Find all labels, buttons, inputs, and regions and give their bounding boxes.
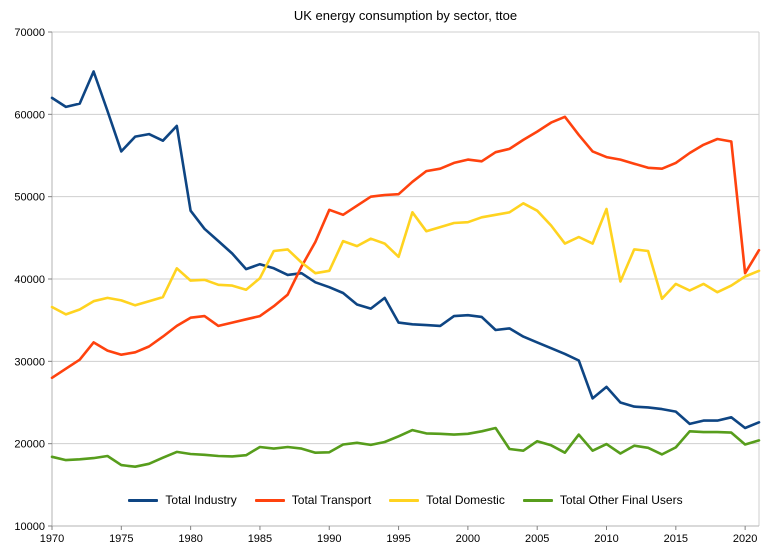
legend-item-total-domestic: Total Domestic	[389, 493, 505, 507]
legend-label: Total Domestic	[426, 493, 505, 507]
x-tick-label-1985: 1985	[248, 533, 272, 545]
legend-item-total-transport: Total Transport	[254, 493, 372, 507]
x-tick-label-2015: 2015	[664, 533, 688, 545]
x-tick-label-2005: 2005	[525, 533, 549, 545]
x-tick-label-1970: 1970	[40, 533, 64, 545]
legend-label: Total Other Final Users	[559, 493, 683, 507]
legend-swatch-icon	[128, 498, 159, 502]
legend-swatch-icon	[254, 498, 285, 502]
y-tick-label-40000: 40000	[14, 274, 45, 286]
legend-label: Total Transport	[291, 493, 372, 507]
chart-title: UK energy consumption by sector, ttoe	[293, 8, 518, 23]
series-line-total-domestic	[50, 202, 761, 316]
legend-label: Total Industry	[165, 493, 237, 507]
x-tick-label-1980: 1980	[178, 533, 202, 545]
y-tick-label-20000: 20000	[14, 439, 45, 451]
chart-legend: Total Industry Total Transport Total Domes…	[52, 493, 759, 507]
x-tick-label-1990: 1990	[317, 533, 341, 545]
series-line-total-other-final-users	[50, 426, 761, 469]
x-tick-label-2020: 2020	[733, 533, 757, 545]
series-line-total-transport	[50, 115, 761, 380]
legend-item-total-industry: Total Industry	[128, 493, 237, 507]
legend-swatch-icon	[522, 498, 553, 502]
x-tick-label-1995: 1995	[386, 533, 410, 545]
y-tick-label-50000: 50000	[14, 192, 45, 204]
y-tick-label-60000: 60000	[14, 109, 45, 121]
y-tick-label-70000: 70000	[14, 27, 45, 39]
x-tick-label-2010: 2010	[594, 533, 618, 545]
series-line-total-industry	[50, 70, 761, 430]
legend-item-total-other-final-users: Total Other Final Users	[522, 493, 683, 507]
y-tick-label-30000: 30000	[14, 356, 45, 368]
legend-swatch-icon	[389, 498, 420, 502]
x-tick-label-2000: 2000	[456, 533, 480, 545]
x-tick-label-1975: 1975	[109, 533, 133, 545]
y-tick-label-10000: 10000	[14, 521, 45, 533]
